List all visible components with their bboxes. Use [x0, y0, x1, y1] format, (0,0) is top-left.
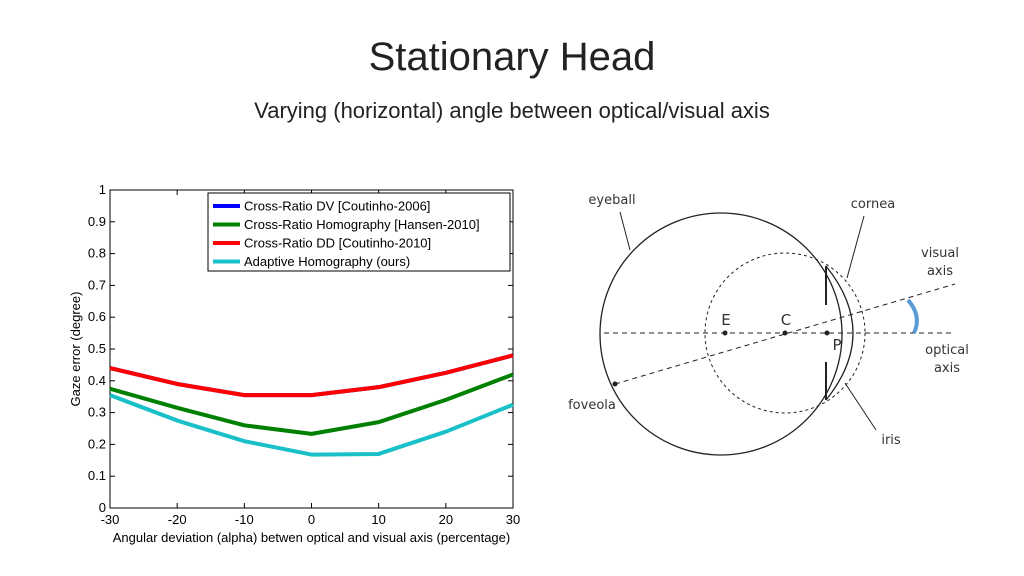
label: E: [721, 311, 730, 329]
legend-label: Cross-Ratio DV [Coutinho-2006]: [244, 199, 430, 214]
cornea-arc: [825, 265, 854, 401]
angle-arc: [906, 298, 919, 334]
eye-diagram: [599, 211, 956, 456]
y-tick-label: 0.4: [88, 373, 106, 388]
y-tick-label: 0.2: [88, 436, 106, 451]
label: eyeball: [588, 193, 635, 208]
point: [824, 330, 830, 336]
x-tick-label: 30: [506, 512, 520, 527]
label: C: [781, 311, 791, 329]
x-tick-label: 10: [371, 512, 385, 527]
point: [782, 330, 788, 336]
series-line: [109, 372, 514, 436]
chart: 0 0.1 0.2 0.3 0.4 0.5 0.6 0.7 0.8 0.9 1 -30 -20 -10 0 1…: [68, 182, 520, 545]
label: axis: [934, 361, 960, 376]
slide-title: Stationary Head: [369, 35, 656, 79]
diagram-labels: eyeball cornea visual axis optical axis …: [568, 193, 969, 448]
slide-subtitle: Varying (horizontal) angle between optic…: [254, 98, 770, 123]
y-tick-label: 0.9: [88, 214, 106, 229]
x-axis-label: Angular deviation (alpha) betwen optical…: [113, 530, 510, 545]
label: foveola: [568, 398, 616, 413]
leader-line: [844, 382, 877, 431]
leader-line: [846, 215, 865, 279]
y-tick-label: 0.8: [88, 246, 106, 261]
label: cornea: [851, 197, 895, 212]
x-tick-label: -10: [235, 512, 254, 527]
series-line: [109, 393, 514, 457]
x-tick-label: -30: [101, 512, 120, 527]
point: [722, 330, 728, 336]
y-tick-label: 0: [99, 500, 106, 515]
y-tick-label: 0.5: [88, 341, 106, 356]
x-tick-label: 0: [308, 512, 315, 527]
label: iris: [881, 433, 901, 448]
legend-label: Adaptive Homography (ours): [244, 254, 410, 269]
y-tick-label: 0.3: [88, 405, 106, 420]
eyeball-circle: [599, 212, 843, 456]
y-tick-label: 1: [99, 182, 106, 197]
y-tick-label: 0.6: [88, 309, 106, 324]
label: axis: [927, 264, 953, 279]
legend-label: Cross-Ratio DD [Coutinho-2010]: [244, 236, 431, 251]
series-line: [109, 353, 514, 398]
legend-label: Cross-Ratio Homography [Hansen-2010]: [244, 217, 480, 232]
x-tick-label: -20: [168, 512, 187, 527]
label: P: [832, 336, 841, 354]
label: optical: [925, 343, 969, 358]
x-tick-label: 20: [439, 512, 453, 527]
y-tick-label: 0.7: [88, 277, 106, 292]
legend-box: [207, 192, 511, 272]
label: visual: [921, 246, 959, 261]
y-tick-label: 0.1: [88, 468, 106, 483]
point: [612, 381, 618, 387]
y-axis-label: Gaze error (degree): [68, 292, 83, 407]
leader-line: [619, 211, 631, 251]
